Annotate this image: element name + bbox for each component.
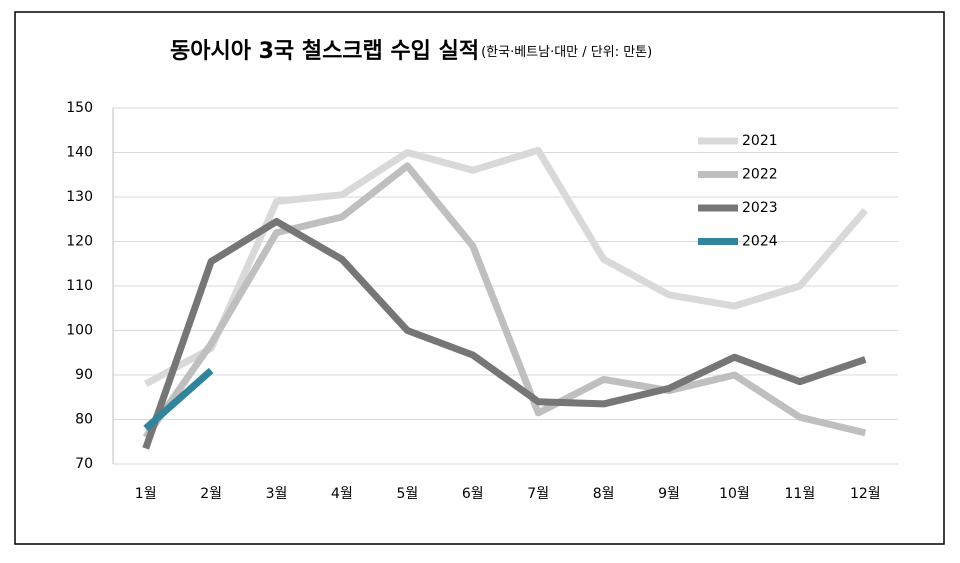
x-tick-label: 8월 [593, 486, 615, 502]
x-tick-label: 12월 [850, 486, 881, 502]
x-tick-label: 6월 [462, 486, 484, 502]
legend-label: 2022 [742, 167, 778, 183]
chart-frame [14, 11, 945, 545]
x-tick-label: 5월 [396, 486, 418, 502]
series-line [142, 217, 867, 450]
x-tick-label: 3월 [266, 486, 288, 502]
y-tick-label: 80 [75, 412, 93, 428]
series-line [143, 367, 214, 432]
x-tick-label: 4월 [331, 486, 353, 502]
x-tick-label: 9월 [658, 486, 680, 502]
y-tick-label: 140 [66, 145, 93, 161]
y-tick-label: 150 [66, 100, 93, 116]
y-tick-label: 90 [75, 367, 93, 383]
legend-label: 2023 [742, 200, 778, 216]
x-tick-label: 11월 [785, 486, 816, 502]
title: 동아시아 3국 철스크랩 수입 실적 [170, 39, 479, 64]
x-tick-label: 7월 [527, 486, 549, 502]
x-tick-label: 10월 [719, 486, 750, 502]
chart-title: 동아시아 3국 철스크랩 수입 실적 (한국·베트남·대만 / 단위: 만톤) [170, 39, 652, 64]
y-tick-label: 100 [66, 323, 93, 339]
y-tick-label: 110 [66, 278, 93, 294]
y-tick-label: 130 [66, 189, 93, 205]
legend-label: 2024 [742, 234, 778, 250]
x-tick-label: 2월 [200, 486, 222, 502]
x-tick-label: 1월 [135, 486, 157, 502]
y-tick-label: 120 [66, 234, 93, 250]
subtitle: (한국·베트남·대만 / 단위: 만톤) [481, 45, 652, 60]
y-tick-label: 70 [75, 456, 93, 472]
series-line [142, 162, 867, 440]
legend-label: 2021 [742, 133, 778, 149]
